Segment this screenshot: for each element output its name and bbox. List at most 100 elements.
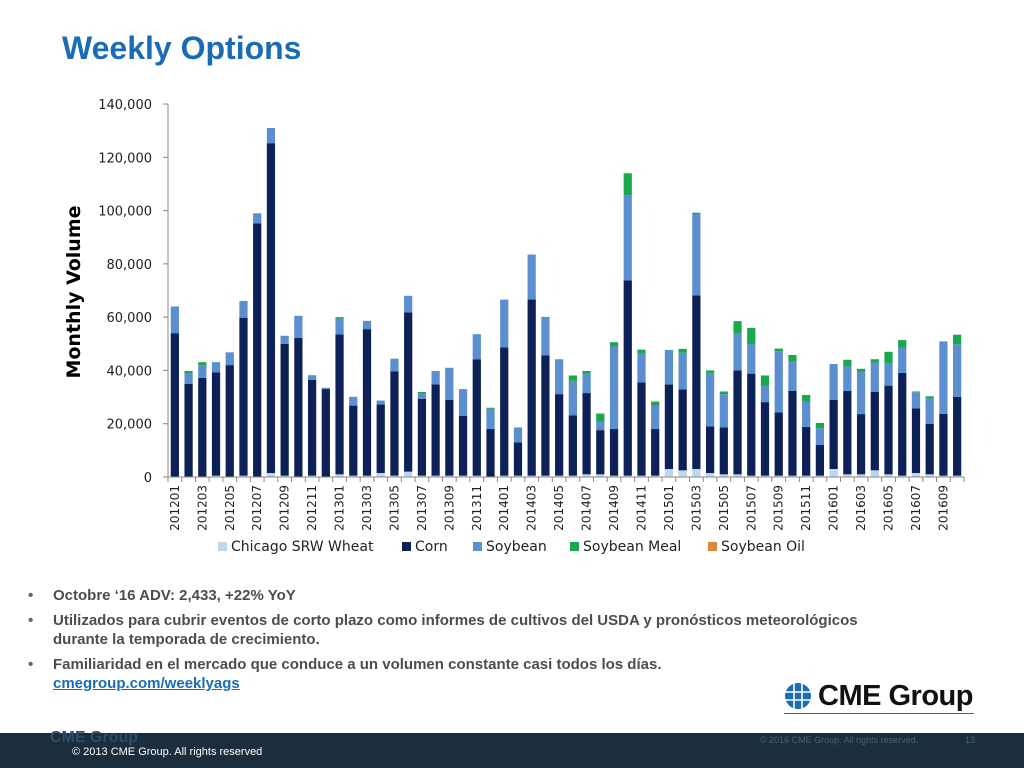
bar-segment bbox=[527, 475, 536, 477]
x-axis: 201201 201203 201205 201207 201209 201211 2013… bbox=[167, 476, 965, 531]
bar-segment bbox=[884, 385, 893, 475]
bar-segment bbox=[802, 401, 811, 427]
bar-segment bbox=[760, 386, 770, 403]
bar-segment bbox=[774, 475, 783, 477]
bar-segment bbox=[335, 334, 344, 475]
bar-segment bbox=[568, 415, 577, 476]
footer-faint-copyright: © 2016 CME Group. All rights reserved. bbox=[760, 735, 919, 745]
bar-segment bbox=[802, 475, 811, 477]
bar-segment bbox=[431, 475, 440, 477]
x-tick-label: 201205 bbox=[223, 485, 237, 531]
bar-segment bbox=[870, 391, 879, 471]
bar-segment bbox=[486, 429, 495, 477]
bar-segment bbox=[719, 391, 728, 395]
bar-segment bbox=[294, 337, 303, 477]
x-tick-label: 201511 bbox=[799, 485, 813, 531]
x-tick-label: 201505 bbox=[717, 485, 731, 531]
y-tick-label: 60,000 bbox=[107, 311, 153, 326]
bar-segment bbox=[829, 469, 838, 477]
bar-segment bbox=[953, 334, 962, 345]
legend-label: Soybean Oil bbox=[721, 539, 805, 555]
bar-segment bbox=[609, 475, 619, 477]
bar-segment bbox=[623, 173, 632, 196]
bar-segment bbox=[637, 353, 646, 383]
bar-segment bbox=[445, 399, 454, 476]
bar-segment bbox=[321, 389, 330, 477]
bar-segment bbox=[692, 212, 701, 215]
bar-segment bbox=[678, 470, 687, 477]
bar-segment bbox=[280, 475, 289, 477]
bar-segment bbox=[664, 469, 674, 477]
legend-swatch bbox=[218, 542, 227, 551]
bar-segment bbox=[500, 475, 509, 477]
bar-segment bbox=[582, 474, 591, 477]
logo-divider bbox=[784, 713, 974, 714]
monthly-volume-chart: 0 20,000 40,000 60,000 80,000 100,000 120,000 1… bbox=[63, 98, 965, 555]
bar-segment bbox=[747, 327, 756, 345]
y-tick-label: 100,000 bbox=[98, 205, 152, 220]
bar-segment bbox=[609, 429, 619, 476]
bar-segment bbox=[582, 370, 591, 374]
bar-segment bbox=[692, 214, 701, 296]
bar-segment bbox=[596, 430, 605, 475]
bar-segment bbox=[747, 344, 756, 374]
x-tick-label: 201607 bbox=[909, 485, 923, 531]
bar-segment bbox=[362, 475, 372, 477]
bar-segment bbox=[870, 362, 879, 392]
bar-segment bbox=[705, 426, 715, 474]
logo-text: CME Group bbox=[818, 679, 974, 712]
bar-segment bbox=[596, 474, 605, 477]
bar-segment bbox=[404, 295, 413, 313]
bar-segment bbox=[651, 405, 660, 429]
bar-segment bbox=[856, 371, 866, 415]
bar-segment bbox=[705, 373, 715, 427]
bar-segment bbox=[582, 393, 591, 475]
bar-segment bbox=[376, 473, 385, 477]
bar-segment bbox=[802, 426, 811, 476]
bar-segment bbox=[486, 408, 495, 430]
bar-segment bbox=[829, 400, 838, 469]
bar-segment bbox=[294, 315, 303, 338]
bar-segment bbox=[829, 364, 838, 400]
bar-segment bbox=[541, 475, 550, 477]
footer-ghost-logo: CME Group bbox=[50, 729, 138, 746]
x-tick-label: 201211 bbox=[305, 485, 319, 531]
bar-segment bbox=[390, 475, 399, 477]
bar-segment bbox=[911, 473, 921, 477]
x-tick-label: 201509 bbox=[772, 485, 786, 531]
x-tick-label: 201303 bbox=[360, 485, 374, 531]
bar-segment bbox=[843, 390, 852, 475]
bar-segment bbox=[513, 475, 523, 477]
bar-segment bbox=[376, 404, 385, 473]
x-tick-label: 201501 bbox=[662, 485, 676, 531]
x-tick-label: 201411 bbox=[635, 485, 649, 531]
bar-segment bbox=[500, 347, 509, 476]
bar-segment bbox=[170, 333, 179, 477]
bar-segment bbox=[417, 393, 427, 399]
x-tick-label: 201507 bbox=[744, 485, 758, 531]
bar-segment bbox=[349, 405, 358, 476]
bar-segment bbox=[225, 352, 234, 366]
bar-segment bbox=[184, 373, 193, 384]
bullet-item: • Familiaridad en el mercado que conduce… bbox=[28, 655, 868, 693]
bar-segment bbox=[774, 412, 783, 476]
bullet-dot-icon: • bbox=[28, 587, 34, 604]
bar-segment bbox=[609, 346, 619, 430]
bar-segment bbox=[623, 280, 632, 476]
bar-segment bbox=[953, 475, 962, 477]
bar-segment bbox=[705, 473, 715, 477]
bar-segment bbox=[898, 340, 907, 348]
bars bbox=[170, 127, 962, 477]
bar-segment bbox=[843, 474, 852, 477]
x-tick-label: 201209 bbox=[278, 485, 292, 531]
bar-segment bbox=[417, 475, 427, 477]
legend-label: Chicago SRW Wheat bbox=[231, 539, 374, 555]
bar-segment bbox=[733, 474, 742, 477]
x-tick-label: 201207 bbox=[250, 485, 264, 531]
x-tick-label: 201407 bbox=[580, 485, 594, 531]
bar-segment bbox=[307, 379, 317, 476]
bar-segment bbox=[925, 398, 934, 424]
bullet-dot-icon: • bbox=[28, 612, 34, 629]
bar-segment bbox=[335, 474, 344, 477]
weeklyags-link[interactable]: cmegroup.com/weeklyags bbox=[53, 675, 240, 692]
